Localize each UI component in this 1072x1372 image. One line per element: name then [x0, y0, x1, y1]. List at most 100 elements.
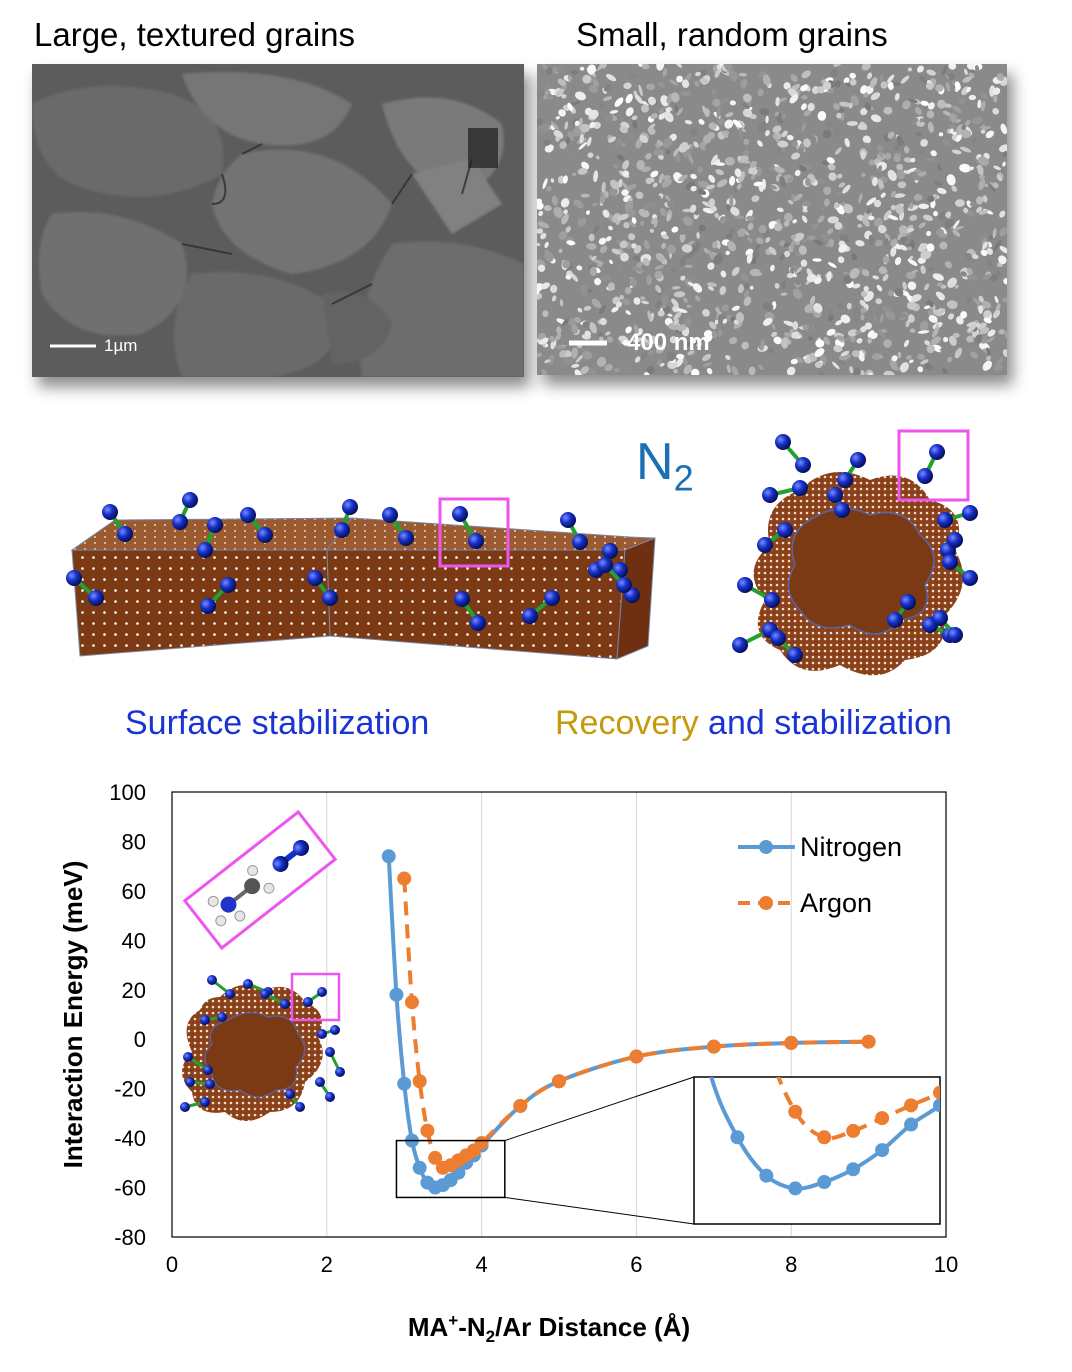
grain-speck — [730, 206, 740, 216]
grain-speck — [946, 174, 956, 186]
grain-speck — [919, 320, 929, 332]
grain-speck — [791, 141, 798, 147]
n2-molecule — [775, 434, 811, 473]
grain-speck — [918, 203, 929, 210]
n-atom — [66, 570, 82, 586]
grain-speck — [555, 136, 560, 142]
grain-speck — [834, 191, 840, 196]
grain-speck — [591, 298, 602, 309]
grain-speck — [773, 336, 782, 345]
grain-speck — [629, 220, 637, 228]
n-atom — [240, 507, 256, 523]
grain-speck — [992, 87, 1001, 96]
n-atom — [280, 999, 290, 1009]
grain-speck — [722, 318, 728, 324]
grain-speck — [877, 224, 887, 234]
n2-molecule — [454, 591, 486, 631]
n-atom — [317, 1029, 327, 1039]
grain-speck — [608, 136, 616, 143]
n2-molecule — [382, 507, 414, 546]
grain-speck — [582, 321, 590, 329]
grain-speck — [906, 246, 913, 251]
grain-speck — [755, 244, 761, 250]
grain-speck — [554, 345, 566, 349]
x-label-mid: -N — [458, 1312, 485, 1342]
n-atom — [102, 504, 118, 520]
grain-speck — [927, 195, 935, 203]
zoom-argon-point — [730, 907, 744, 921]
grain-speck — [561, 213, 569, 225]
grain-speck — [905, 319, 911, 328]
grain-speck — [705, 142, 714, 152]
grain-speck — [919, 117, 923, 123]
series-argon-point — [474, 1136, 489, 1151]
grain-speck — [887, 290, 894, 297]
grain-speck — [946, 356, 953, 363]
grain-speck — [981, 237, 987, 245]
grain-speck — [779, 176, 786, 187]
grain-speck — [538, 210, 544, 217]
grain-speck — [643, 240, 650, 250]
grain-speck — [977, 99, 982, 109]
grain-speck — [640, 341, 650, 347]
grain-speck — [765, 115, 769, 124]
grain-speck — [740, 273, 749, 282]
series-argon-point — [412, 1074, 427, 1089]
grain-speck — [814, 361, 823, 369]
grain-speck — [849, 78, 857, 86]
grain-speck — [968, 94, 977, 101]
ma-molecule-box-frame — [182, 809, 338, 951]
grain-speck — [771, 331, 778, 338]
grain-speck — [918, 222, 926, 229]
grain-speck — [654, 270, 663, 280]
grain-speck — [809, 295, 816, 306]
grain-speck — [601, 181, 606, 193]
grain-speck — [762, 317, 773, 326]
grain-speck — [902, 100, 911, 110]
grain-speck — [1003, 278, 1007, 285]
n-atom — [616, 577, 632, 593]
grain-speck — [719, 285, 727, 296]
grain-speck — [747, 236, 753, 244]
grain-speck — [693, 141, 699, 148]
grain-speck — [702, 362, 713, 367]
grain-speck — [613, 367, 621, 373]
series-argon-point — [629, 1049, 644, 1064]
grain-speck — [979, 326, 990, 335]
grain-speck — [742, 93, 752, 103]
n2-molecule — [285, 1089, 305, 1112]
grain-speck — [900, 75, 910, 84]
grain-speck — [599, 336, 604, 341]
grain-speck — [629, 278, 638, 287]
grain-speck — [952, 332, 960, 338]
n-atom — [200, 1015, 210, 1025]
grain-speck — [679, 234, 684, 242]
grain-speck — [948, 313, 954, 320]
grain-speck — [537, 264, 546, 272]
grain-speck — [768, 246, 777, 256]
grain-speck — [832, 361, 840, 370]
grain-speck — [836, 112, 842, 119]
n-atom — [737, 577, 753, 593]
grain-speck — [743, 282, 750, 289]
grain-speck — [870, 332, 878, 340]
grain-speck — [799, 165, 807, 172]
grain-speck — [727, 257, 735, 264]
grain-speck — [746, 252, 753, 264]
grain-speck — [553, 206, 563, 219]
grain-speck — [955, 199, 965, 207]
grain-speck — [676, 308, 688, 313]
grain-speck — [875, 298, 882, 305]
grain-speck — [626, 183, 637, 191]
grain-speck — [751, 195, 760, 203]
n2-molecule — [917, 444, 945, 484]
grain-speck — [614, 97, 624, 107]
x-tick-label: 4 — [475, 1252, 487, 1277]
grain-speck — [538, 337, 549, 345]
grain-speck — [895, 203, 904, 215]
grain-speck — [643, 371, 650, 375]
n2-molecule — [197, 517, 223, 558]
grain-speck — [557, 78, 567, 86]
scale-bar-label-400nm: 400 nm — [627, 329, 710, 356]
grain-speck — [748, 366, 756, 375]
